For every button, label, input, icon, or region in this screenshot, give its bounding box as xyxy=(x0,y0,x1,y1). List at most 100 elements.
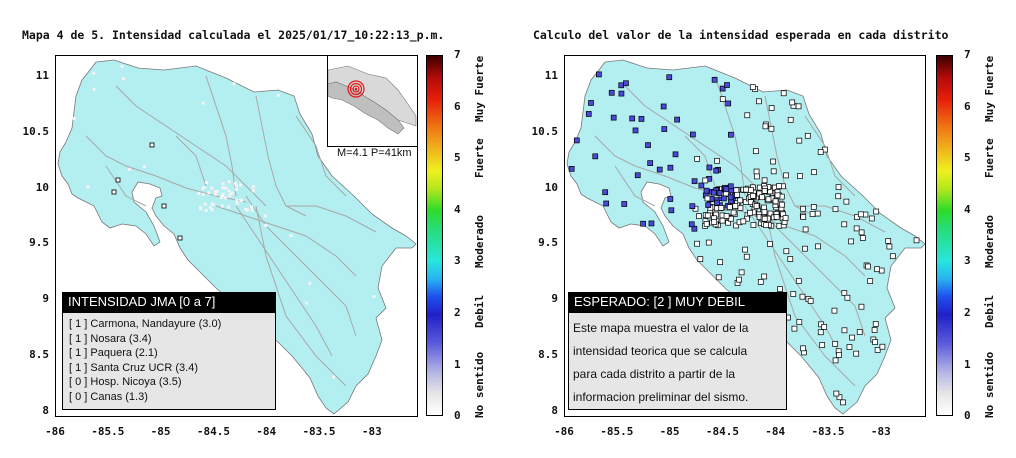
district-marker xyxy=(694,156,701,162)
station-intensity-list: [ 1 ] Carmona, Nandayure (3.0) [ 1 ] Nos… xyxy=(62,312,276,410)
district-marker xyxy=(761,188,768,194)
left-intensity-colorbar xyxy=(426,55,443,416)
district-marker xyxy=(753,203,760,209)
district-marker xyxy=(797,173,803,179)
road-line xyxy=(744,205,842,357)
district-marker xyxy=(913,237,920,244)
district-marker xyxy=(795,103,802,110)
y-axis-tick-label: 10 xyxy=(544,180,558,194)
colorbar-tick-label: 2 xyxy=(454,306,461,319)
station-marker xyxy=(251,185,255,189)
colorbar-tick-label: 6 xyxy=(454,99,461,113)
district-marker xyxy=(761,209,768,215)
district-marker xyxy=(715,274,722,281)
info-line: Este mapa muestra el valor de la xyxy=(573,321,749,335)
district-marker xyxy=(702,177,709,184)
colorbar-category-label: Moderado xyxy=(983,215,996,268)
station-marker xyxy=(208,206,212,210)
list-item: [ 0 ] Canas (1.3) xyxy=(69,390,148,403)
station-marker xyxy=(250,208,254,212)
colorbar-tick-label: 4 xyxy=(454,202,461,216)
district-marker xyxy=(714,199,720,206)
magnitude-depth-label: M=4.1 P=41km xyxy=(337,147,412,159)
y-axis-tick-label: 9 xyxy=(551,292,558,306)
station-marker xyxy=(220,204,224,208)
district-marker xyxy=(618,82,625,89)
district-marker xyxy=(648,220,655,227)
colorbar-category-label: Muy Fuerte xyxy=(983,55,996,122)
district-marker xyxy=(782,215,789,221)
district-marker xyxy=(780,90,787,97)
district-marker xyxy=(783,248,790,255)
station-marker xyxy=(72,117,76,121)
x-axis-tick-label: -84 xyxy=(256,425,277,438)
road-line xyxy=(295,115,347,197)
district-marker xyxy=(796,319,803,325)
x-axis-tick-label: -83 xyxy=(361,425,382,438)
station-marker xyxy=(235,198,239,202)
station-marker xyxy=(244,207,248,211)
district-marker xyxy=(768,105,775,111)
road-line xyxy=(205,75,237,197)
info-line: para cada distrito a partir de la xyxy=(573,367,736,381)
district-marker xyxy=(719,85,726,92)
district-marker xyxy=(710,189,717,196)
district-marker xyxy=(774,192,781,199)
district-marker xyxy=(753,168,760,175)
station-marker xyxy=(224,186,228,190)
station-marker xyxy=(233,181,237,185)
road-line xyxy=(714,75,746,197)
district-marker xyxy=(757,279,764,285)
district-marker xyxy=(667,196,674,202)
y-axis-tick-label: 9.5 xyxy=(29,236,49,250)
district-marker xyxy=(787,256,794,262)
district-marker xyxy=(602,189,609,196)
colorbar-category-label: Debil xyxy=(983,294,996,328)
district-marker xyxy=(596,71,602,78)
station-marker xyxy=(121,77,125,81)
district-marker xyxy=(856,329,863,335)
station-marker xyxy=(205,181,209,185)
district-marker xyxy=(703,221,710,227)
district-marker xyxy=(859,235,866,241)
list-item: [ 1 ] Santa Cruz UCR (3.4) xyxy=(69,361,198,374)
expected-intensity-title: ESPERADO: [2 ] MUY DEBIL xyxy=(568,292,787,312)
road-line xyxy=(286,205,377,233)
district-marker xyxy=(711,76,718,83)
list-item: [ 1 ] Paquera (2.1) xyxy=(69,347,158,359)
district-marker xyxy=(872,321,879,327)
station-marker xyxy=(220,194,224,198)
district-marker xyxy=(621,201,628,207)
district-marker xyxy=(725,100,732,107)
road-line xyxy=(804,115,856,197)
district-marker xyxy=(705,239,712,246)
district-marker xyxy=(841,221,848,228)
district-marker xyxy=(804,132,811,139)
district-marker xyxy=(638,116,645,122)
station-marker xyxy=(239,198,243,202)
colorbar-tick-label: 4 xyxy=(964,202,971,216)
x-axis-tick-label: -85.5 xyxy=(600,425,634,438)
district-marker xyxy=(865,263,871,270)
station-marker xyxy=(221,186,225,190)
colorbar-tick-label: 6 xyxy=(964,99,971,113)
colorbar-category-label: No sentido xyxy=(983,351,996,418)
y-axis-tick-label: 10.5 xyxy=(22,124,50,138)
colorbar-tick-label: 7 xyxy=(454,48,461,61)
district-marker xyxy=(608,89,615,96)
district-marker xyxy=(691,178,698,185)
district-marker xyxy=(629,115,636,122)
district-marker xyxy=(672,151,679,158)
reporting-station-marker xyxy=(115,177,121,183)
x-axis-tick-label: -83 xyxy=(870,425,891,438)
road-line xyxy=(175,135,207,187)
station-marker xyxy=(210,186,214,190)
colorbar-tick-label: 0 xyxy=(964,409,971,423)
district-marker xyxy=(799,293,806,300)
district-marker xyxy=(738,269,745,276)
station-marker xyxy=(227,205,231,209)
station-marker xyxy=(228,194,232,198)
station-marker xyxy=(289,234,293,238)
district-marker xyxy=(849,334,855,341)
district-marker xyxy=(750,222,757,228)
